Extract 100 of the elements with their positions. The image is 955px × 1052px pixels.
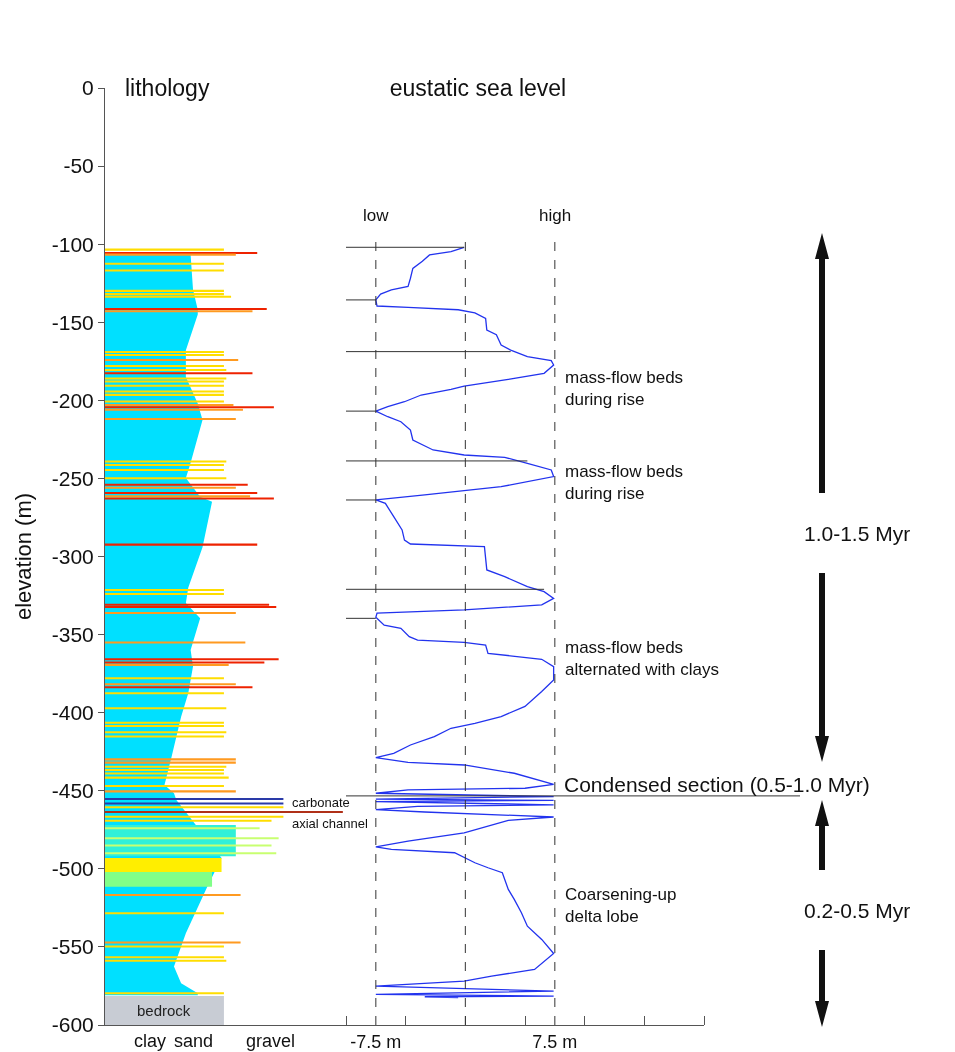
bar [105, 785, 224, 788]
bar [105, 815, 284, 818]
bar [105, 798, 284, 801]
bar [105, 483, 248, 486]
y-tick-label: -400 [51, 701, 94, 725]
bar [105, 810, 343, 813]
bar [105, 384, 224, 387]
bar [105, 945, 224, 948]
bar [105, 606, 277, 609]
bar [105, 393, 224, 396]
bar [105, 307, 267, 310]
bar [105, 912, 224, 915]
ref-line-label: Condensed section (0.5-1.0 Myr) [564, 773, 870, 796]
bar [105, 707, 227, 710]
bar [105, 677, 224, 680]
annotation: carbonate [292, 795, 350, 810]
bar [105, 289, 224, 292]
bar [105, 310, 253, 313]
y-tick-label: -50 [63, 154, 94, 178]
y-tick-label: -200 [51, 388, 94, 412]
bar [105, 377, 227, 380]
bar [105, 269, 224, 272]
bar [105, 463, 224, 466]
y-tick-label: -250 [51, 466, 94, 490]
y-tick-label: -100 [51, 232, 94, 256]
bar [105, 369, 227, 372]
bar [105, 761, 236, 764]
bar [105, 359, 239, 362]
bar [105, 251, 258, 254]
bar [105, 460, 227, 463]
bar [105, 295, 232, 298]
bar [105, 790, 236, 793]
bar [105, 253, 236, 256]
bar [105, 492, 258, 495]
bar [105, 959, 227, 962]
bar [105, 400, 224, 403]
bar [105, 661, 265, 664]
bar [105, 495, 251, 498]
bar [105, 390, 224, 393]
bar [105, 844, 272, 847]
bar [105, 468, 224, 471]
bar [105, 658, 279, 661]
bar [105, 364, 224, 367]
annotation: mass-flow beds during rise [565, 462, 684, 504]
bar [105, 721, 224, 724]
text: sand [174, 1031, 214, 1051]
bar [105, 852, 277, 855]
chart-title: eustatic sea level [389, 75, 567, 102]
bar [105, 992, 224, 995]
bar [105, 497, 274, 500]
x-tick-label: 7.5 m [532, 1031, 578, 1052]
ref-line-label: high [539, 206, 572, 225]
bar [105, 776, 229, 779]
bar [105, 354, 224, 357]
text: clay [134, 1031, 167, 1051]
bar [105, 404, 234, 407]
bar [105, 248, 224, 251]
bar [105, 612, 236, 615]
bar [105, 588, 224, 591]
series-label: bedrock [137, 1002, 191, 1019]
y-axis-title: elevation (m) [10, 492, 36, 621]
bar [105, 893, 241, 896]
chart-title: lithology [125, 75, 210, 102]
bar [105, 956, 224, 959]
bar [105, 941, 241, 944]
bar [105, 663, 229, 666]
bar [105, 408, 243, 411]
y-tick-label: -300 [51, 544, 94, 568]
bar [105, 380, 224, 383]
y-tick-label: -150 [51, 310, 94, 334]
x-tick-label: -7.5 m [350, 1031, 402, 1052]
bar [105, 692, 224, 695]
bar [105, 802, 284, 805]
bar [105, 372, 253, 375]
bar [105, 262, 224, 265]
bar [105, 731, 227, 734]
bar [105, 418, 236, 421]
bar [105, 758, 236, 761]
text: 1.0-1.5 Myr [804, 522, 911, 545]
bar [105, 641, 246, 644]
bar [105, 735, 224, 738]
bar [105, 477, 227, 480]
bar [105, 592, 224, 595]
bar [105, 486, 236, 489]
y-tick-label: -550 [51, 935, 94, 959]
bar [105, 819, 272, 822]
bar [105, 350, 224, 353]
annotation: Coarsening-up delta lobe [565, 885, 677, 927]
text: 0.2-0.5 Myr [804, 899, 911, 922]
y-tick-label: -600 [51, 1013, 94, 1037]
bar [105, 686, 253, 689]
text: gravel [246, 1031, 296, 1051]
y-tick-label: -450 [51, 779, 94, 803]
bar [105, 827, 260, 830]
bar [105, 768, 224, 771]
bar [105, 806, 284, 809]
bar [105, 543, 258, 546]
bar [105, 724, 224, 727]
bar [105, 765, 227, 768]
annotation: mass-flow beds during rise [565, 368, 684, 410]
